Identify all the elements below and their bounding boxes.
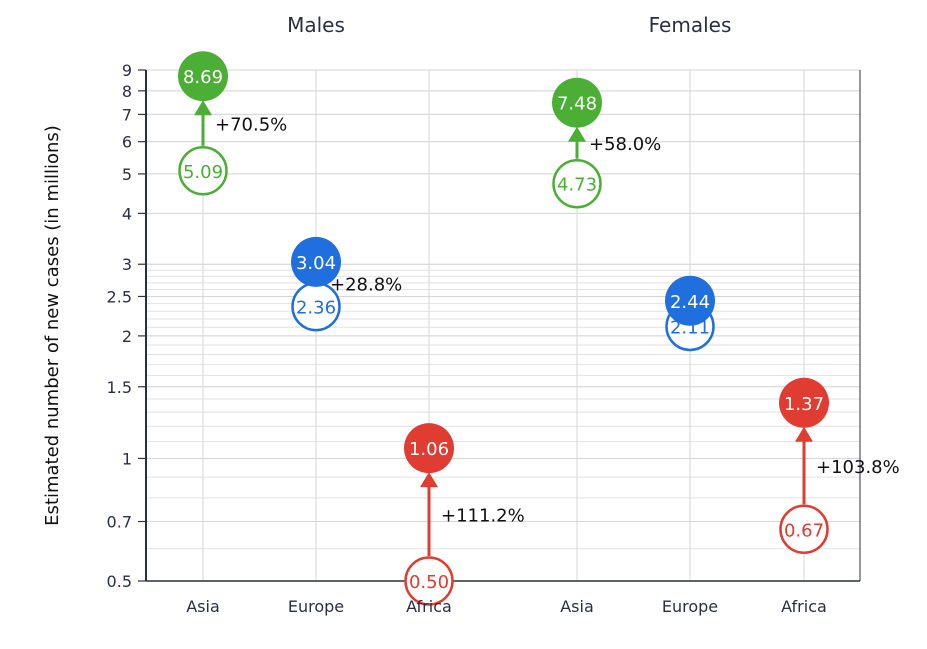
value-label-to: 7.48: [557, 94, 597, 115]
marker-2012: [779, 504, 829, 555]
x-tick-label: Asia: [186, 597, 220, 616]
value-label-to: 3.04: [296, 253, 336, 274]
panel-title: Females: [649, 13, 732, 37]
y-tick-label: 0.5: [107, 572, 132, 591]
marker-2040: [178, 51, 228, 102]
marker-2040: [404, 423, 454, 474]
marker-2012: [178, 146, 228, 196]
x-tick-label: Africa: [781, 597, 827, 616]
y-tick-label: 6: [122, 133, 132, 152]
x-tick-label: Asia: [560, 597, 594, 616]
value-label-to: 1.37: [784, 394, 824, 415]
y-tick-label: 1: [122, 449, 132, 468]
marker-pair-females-africa: 0.67 1.37 +103.8%: [779, 377, 900, 555]
marker-2040: [552, 77, 602, 128]
value-label-to: 1.06: [409, 439, 449, 460]
x-tick-label: Europe: [288, 597, 344, 616]
value-label-from: 2.36: [296, 298, 336, 319]
marker-pair-males-europe: 2.36 3.04+28.8%: [291, 236, 402, 332]
x-tick-label: Europe: [662, 597, 718, 616]
y-axis-label: Estimated number of new cases (in millio…: [42, 125, 63, 526]
y-tick-label: 2.5: [107, 287, 132, 306]
change-label: +58.0%: [589, 134, 661, 155]
value-label-from: 4.73: [557, 175, 597, 196]
y-tick-label: 3: [122, 255, 132, 274]
y-tick-label: 0.7: [107, 513, 132, 532]
change-label: +28.8%: [330, 274, 402, 295]
marker-pair-males-asia: 5.09 8.69 +70.5%: [178, 51, 287, 196]
value-label-to: 2.44: [670, 292, 710, 313]
value-label-from: 0.50: [409, 572, 449, 593]
y-tick-label: 1.5: [107, 378, 132, 397]
arrow-head: [568, 126, 586, 142]
panel-title: Males: [287, 13, 345, 37]
marker-pair-males-africa: 0.50 1.06 +111.2%: [404, 423, 525, 606]
value-label-to: 8.69: [183, 67, 223, 88]
y-tick-label: 9: [122, 61, 132, 80]
marker-2012: [552, 158, 602, 209]
y-tick-label: 5: [122, 165, 132, 184]
change-label: +103.8%: [816, 457, 900, 478]
x-tick-label: Africa: [406, 597, 452, 616]
arrow-head: [420, 472, 438, 488]
y-tick-label: 7: [122, 105, 132, 124]
marker-pair-females-europe: 2.112.44: [665, 275, 715, 352]
change-label: +111.2%: [441, 506, 525, 527]
marker-pair-females-asia: 4.73 7.48 +58.0%: [552, 77, 661, 209]
y-tick-label: 8: [122, 82, 132, 101]
value-label-from: 5.09: [183, 162, 223, 183]
arrow-head: [795, 426, 813, 442]
arrow-head: [194, 100, 212, 116]
marker-2012: [404, 556, 454, 606]
marker-2040: [779, 377, 829, 428]
marker-2040: [291, 236, 341, 287]
y-tick-label: 2: [122, 327, 132, 346]
marker-2040: [665, 275, 715, 326]
change-label: +70.5%: [215, 114, 287, 135]
value-label-from: 0.67: [784, 520, 824, 541]
y-tick-label: 4: [122, 204, 132, 223]
